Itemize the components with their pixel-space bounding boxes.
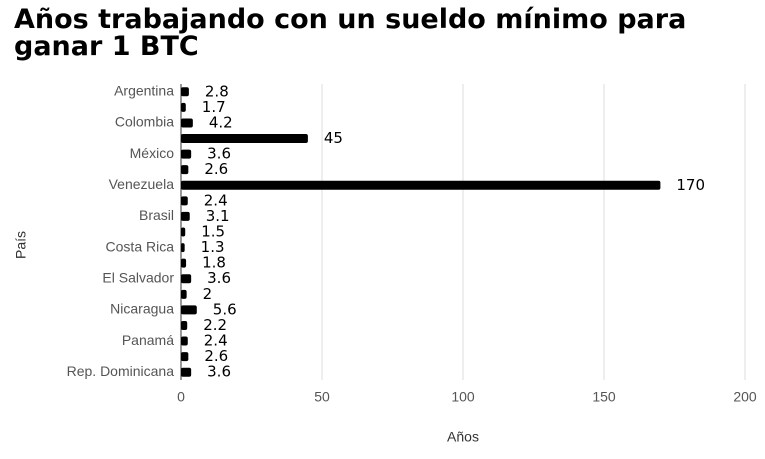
bar [181, 305, 197, 315]
value-label: 4.2 [209, 113, 233, 131]
y-tick-label: Rep. Dominicana [67, 363, 175, 379]
bar [181, 258, 187, 268]
bar [181, 165, 189, 175]
value-label: 2.8 [205, 82, 229, 100]
value-label: 1.8 [202, 254, 226, 272]
y-tick-label: México [130, 145, 175, 161]
value-label: 3.6 [207, 145, 231, 163]
value-label: 2.2 [203, 316, 227, 334]
bar [181, 149, 192, 159]
y-tick-label: Argentina [114, 82, 174, 98]
bar [181, 227, 186, 237]
bar [181, 352, 189, 362]
value-label: 1.5 [201, 223, 225, 241]
bar [181, 367, 192, 377]
bar [181, 320, 188, 330]
y-tick-label: Venezuela [109, 176, 175, 192]
value-label: 2.4 [204, 191, 228, 209]
y-axis-title: País [13, 231, 29, 259]
y-tick-label: El Salvador [102, 269, 174, 285]
value-label: 3.6 [207, 269, 231, 287]
value-label: 2.6 [204, 347, 228, 365]
bar [181, 274, 192, 284]
value-label: 2 [203, 285, 213, 303]
bar [181, 102, 186, 112]
bar [181, 134, 308, 144]
bar [181, 118, 193, 128]
value-label: 1.7 [202, 98, 226, 116]
bar [181, 180, 661, 190]
bar [181, 87, 189, 97]
value-label: 170 [676, 176, 705, 194]
value-label: 2.6 [204, 160, 228, 178]
value-label: 3.1 [206, 207, 230, 225]
x-tick-label: 0 [177, 389, 185, 405]
bar [181, 243, 185, 253]
bar [181, 211, 190, 221]
bar [181, 196, 188, 206]
bar [181, 336, 188, 346]
value-label: 2.4 [204, 332, 228, 350]
value-label: 1.3 [201, 238, 225, 256]
x-tick-label: 150 [592, 389, 616, 405]
y-tick-label: Panamá [122, 332, 174, 348]
x-axis-title: Años [447, 429, 479, 445]
y-tick-label: Costa Rica [106, 238, 175, 254]
value-label: 3.6 [207, 363, 231, 381]
y-tick-label: Nicaragua [110, 301, 174, 317]
y-tick-label: Brasil [139, 207, 174, 223]
bar [181, 289, 187, 299]
x-tick-label: 200 [733, 389, 757, 405]
x-tick-label: 50 [314, 389, 330, 405]
value-label: 5.6 [213, 300, 237, 318]
x-tick-label: 100 [451, 389, 475, 405]
value-label: 45 [324, 129, 343, 147]
chart-title: Años trabajando con un sueldo mínimo par… [14, 4, 687, 62]
y-tick-label: Colombia [115, 114, 174, 130]
